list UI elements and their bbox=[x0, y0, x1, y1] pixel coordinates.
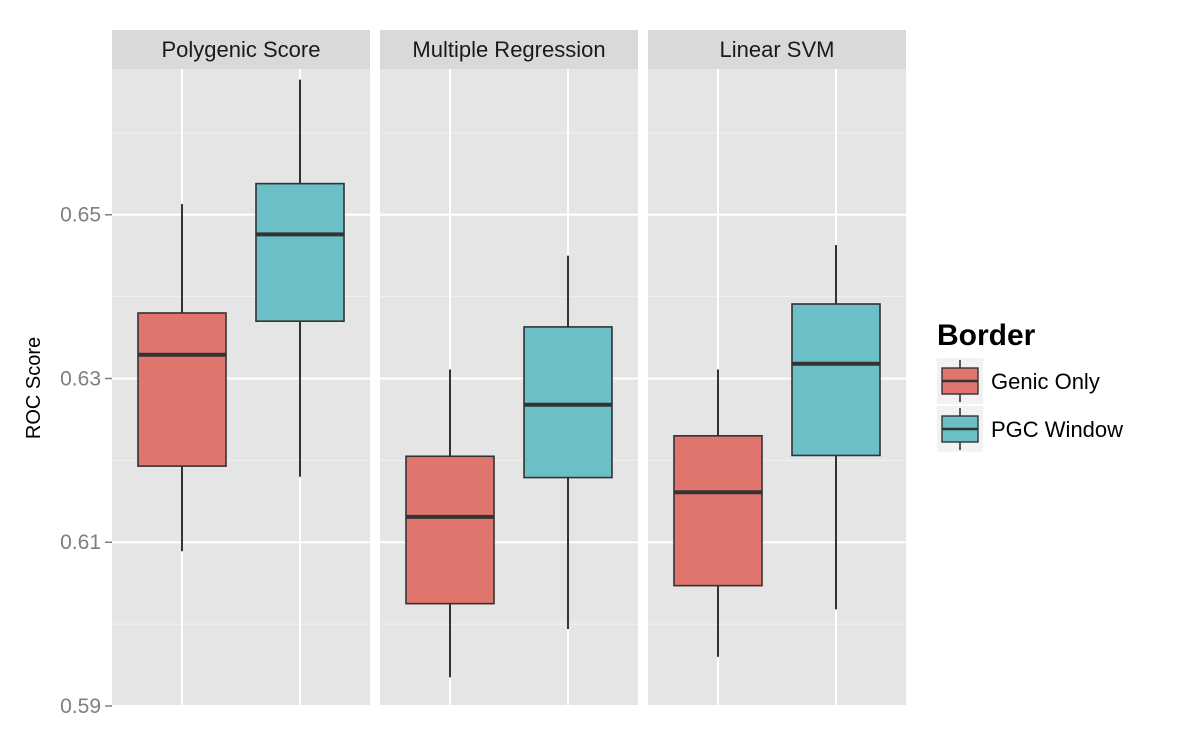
facet-strip bbox=[380, 30, 638, 69]
box-pgc-window bbox=[255, 79, 345, 477]
y-tick-label: 0.61 bbox=[60, 531, 101, 554]
legend-item-pgc-window: PGC Window bbox=[937, 406, 1123, 452]
facet-strip-label: Polygenic Score bbox=[162, 37, 321, 62]
y-tick-label: 0.65 bbox=[60, 204, 101, 227]
facet-strip bbox=[112, 30, 370, 69]
facet-strip bbox=[648, 30, 906, 69]
facet-strip-label: Multiple Regression bbox=[412, 37, 605, 62]
legend-label: Genic Only bbox=[991, 369, 1100, 394]
facet-strip-label: Linear SVM bbox=[720, 37, 835, 62]
y-axis: 0.59 0.61 0.63 0.65 bbox=[60, 204, 112, 718]
box-iqr bbox=[673, 435, 763, 587]
box-genic-only bbox=[673, 369, 763, 657]
box-pgc-window bbox=[523, 255, 613, 630]
box-iqr bbox=[255, 182, 345, 322]
legend-label: PGC Window bbox=[991, 417, 1123, 442]
facet-panel-2: Linear SVM bbox=[648, 30, 906, 707]
box-iqr bbox=[791, 303, 881, 457]
box-iqr bbox=[523, 326, 613, 479]
y-tick-label: 0.63 bbox=[60, 367, 101, 390]
legend: Border Genic Only PGC Window bbox=[937, 319, 1123, 452]
legend-title: Border bbox=[937, 319, 1036, 352]
legend-item-genic-only: Genic Only bbox=[937, 358, 1100, 404]
box-iqr bbox=[137, 312, 227, 467]
box-genic-only bbox=[137, 204, 227, 552]
box-iqr bbox=[405, 455, 495, 605]
facet-panel-1: Multiple Regression bbox=[380, 30, 638, 707]
y-axis-title: ROC Score bbox=[23, 337, 45, 439]
box-genic-only bbox=[405, 369, 495, 678]
legend-items: Genic Only PGC Window bbox=[937, 358, 1123, 452]
facet-panels: Polygenic Score Multiple Regression Linear… bbox=[112, 30, 906, 707]
y-tick-label: 0.59 bbox=[60, 695, 101, 718]
facet-panel-0: Polygenic Score bbox=[112, 30, 370, 707]
box-pgc-window bbox=[791, 245, 881, 610]
